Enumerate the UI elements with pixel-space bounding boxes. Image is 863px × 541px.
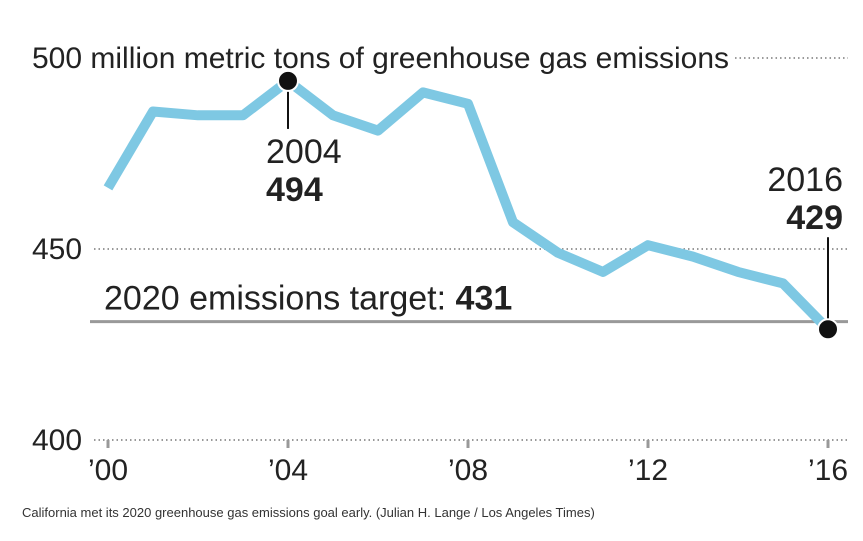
target-label: 2020 emissions target: 431	[104, 280, 512, 318]
emissions-series-line	[103, 75, 832, 333]
x-tick-label-2008: ’08	[448, 454, 488, 487]
x-tick-label-2004: ’04	[268, 454, 308, 487]
annotation-year-2016: 2016	[767, 161, 843, 199]
annotation-marker-2004	[277, 69, 299, 92]
x-tick-label-2000: ’00	[88, 454, 128, 487]
annotation-marker-2016	[817, 318, 839, 341]
y-tick-label-500: 500 million metric tons of greenhouse ga…	[32, 42, 729, 75]
emissions-chart: 500 million metric tons of greenhouse ga…	[32, 42, 848, 487]
y-tick-label-450: 450	[32, 233, 82, 266]
target-label-value: 431	[456, 280, 513, 318]
y-tick-label-400: 400	[32, 424, 82, 457]
annotation-value-2016: 429	[786, 199, 843, 237]
annotation-year-2004: 2004	[266, 133, 342, 171]
target-label-text: 2020 emissions target:	[104, 280, 456, 318]
chart-caption: California met its 2020 greenhouse gas e…	[22, 505, 595, 520]
x-tick-label-2016: ’16	[808, 454, 848, 487]
annotation-value-2004: 494	[266, 171, 323, 209]
x-tick-label-2012: ’12	[628, 454, 668, 487]
